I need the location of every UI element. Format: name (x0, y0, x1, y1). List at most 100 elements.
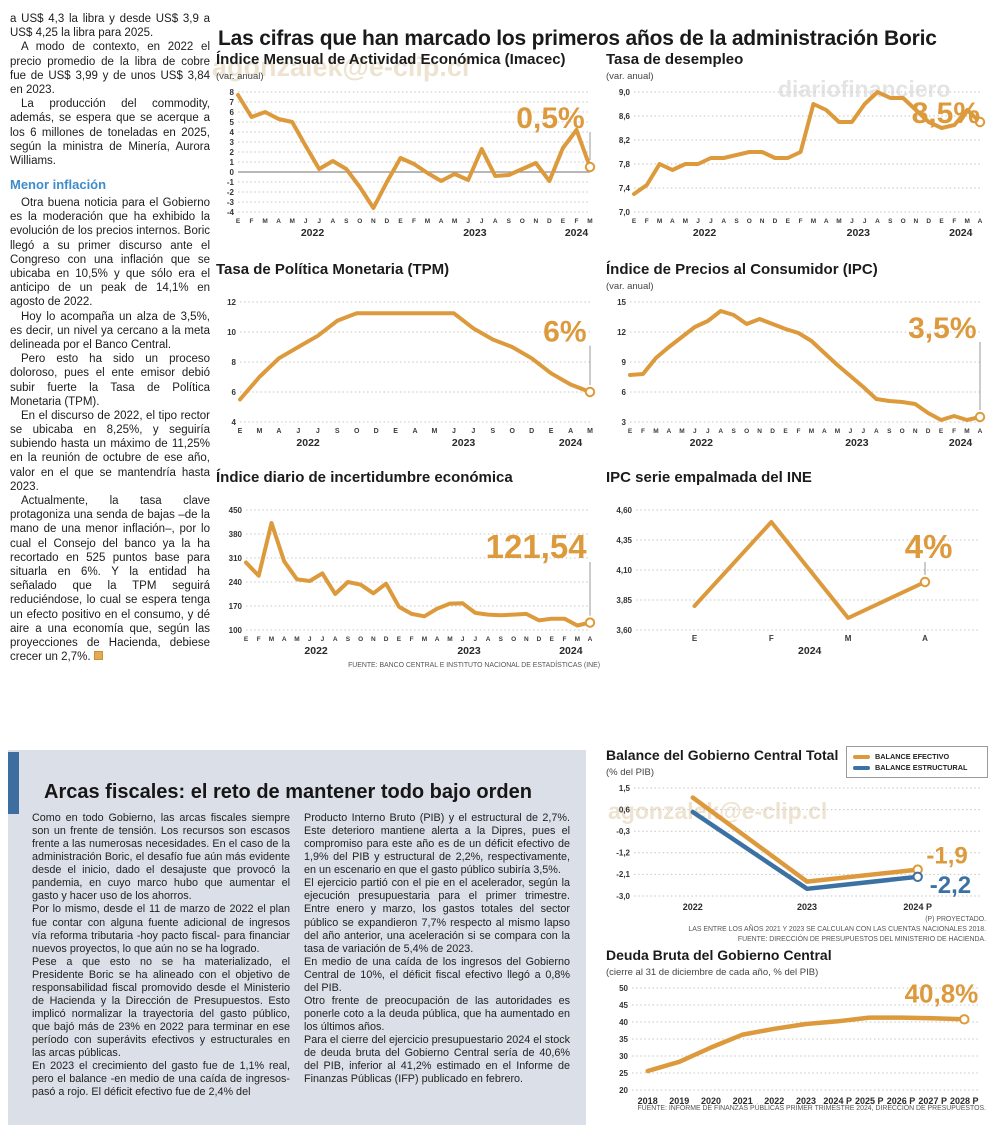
svg-text:30: 30 (619, 1052, 628, 1061)
svg-text:E: E (244, 636, 249, 643)
chart-deuda: Deuda Bruta del Gobierno Central (cierre… (606, 947, 988, 1112)
article-subhead: Menor inflación (10, 177, 107, 193)
svg-text:8: 8 (230, 88, 235, 97)
paragraph: Por lo mismo, desde el 11 de marzo de 20… (32, 903, 290, 955)
chart-incertidumbre-title: Índice diario de incertidumbre económica (216, 469, 513, 486)
svg-text:N: N (533, 218, 538, 225)
legend-item-efectivo: BALANCE EFECTIVO (853, 751, 981, 762)
svg-text:2024: 2024 (949, 227, 973, 239)
svg-text:9: 9 (622, 358, 627, 367)
svg-text:E: E (561, 218, 566, 225)
svg-text:1,5: 1,5 (619, 784, 631, 793)
svg-text:50: 50 (619, 984, 628, 993)
balance-footnote-cuentas: LAS ENTRE LOS AÑOS 2021 Y 2023 SE CALCUL… (688, 926, 986, 933)
svg-text:A: A (874, 428, 879, 435)
paragraph: En 2023 el crecimiento del gasto fue de … (32, 1060, 290, 1099)
svg-text:E: E (783, 428, 788, 435)
svg-text:8,2: 8,2 (619, 136, 631, 145)
chart-balance-plot: 1,5 0,6 -0,3 -1,2 -2,1 -3,0 2022 2023 2024 P -1,9… (606, 780, 988, 918)
svg-text:0,5%: 0,5% (516, 102, 584, 135)
chart-tpm-subtitle (216, 281, 600, 294)
svg-text:A: A (486, 636, 491, 643)
svg-text:M: M (964, 218, 969, 225)
svg-text:2023: 2023 (847, 227, 871, 239)
svg-text:S: S (734, 218, 739, 225)
chart-tpm-title: Tasa de Política Monetaria (TPM) (216, 261, 450, 278)
svg-text:7,8: 7,8 (619, 160, 631, 169)
chart-tpm-plot: 12 10 8 6 4 E M A J J S O D E A M J J S O D E A M 2022 2023 2024 6% (216, 294, 600, 452)
svg-text:6: 6 (622, 388, 627, 397)
svg-text:M: M (835, 428, 840, 435)
svg-text:-2: -2 (227, 188, 235, 197)
svg-text:A: A (435, 636, 440, 643)
svg-text:M: M (289, 218, 294, 225)
svg-text:J: J (849, 428, 853, 435)
svg-text:E: E (692, 634, 698, 643)
svg-text:J: J (316, 428, 320, 435)
chart-incertidumbre: Índice diario de incertidumbre económica… (216, 469, 600, 660)
svg-text:2022: 2022 (296, 437, 320, 449)
svg-text:40: 40 (619, 1018, 628, 1027)
svg-text:8,6: 8,6 (619, 112, 631, 121)
svg-text:D: D (926, 428, 931, 435)
chart-imacec-plot: 8 7 6 5 4 3 2 1 0 -1 -2 -3 -4 E F M A M J J A S O N D E F M A M J J A S O N… (216, 84, 600, 242)
svg-text:2024: 2024 (559, 437, 583, 449)
svg-text:S: S (490, 428, 495, 435)
svg-text:9,0: 9,0 (619, 88, 631, 97)
svg-text:-3: -3 (227, 198, 235, 207)
paragraph: La producción del commodity, además, se … (10, 98, 210, 167)
svg-text:E: E (939, 218, 944, 225)
svg-text:2022: 2022 (304, 645, 328, 657)
paragraph: Actualmente, la tasa clave protagoniza u… (10, 495, 210, 664)
svg-text:D: D (537, 636, 542, 643)
svg-text:E: E (939, 428, 944, 435)
svg-text:3,5%: 3,5% (908, 312, 976, 345)
svg-text:M: M (657, 218, 662, 225)
svg-text:A: A (439, 218, 444, 225)
svg-text:F: F (641, 428, 645, 435)
chart-desempleo: Tasa de desempleo (var. anual) 9,0 8,6 8,2… (606, 51, 988, 242)
svg-text:D: D (385, 218, 390, 225)
paragraph: Como en todo Gobierno, las arcas fiscale… (32, 812, 290, 903)
svg-text:J: J (861, 428, 865, 435)
chart-imacec-title: Índice Mensual de Actividad Económica (I… (216, 51, 566, 68)
chart-desempleo-plot: 9,0 8,6 8,2 7,8 7,4 7,0 E F M A M J J A S O N D E F M A M J J A S O… (606, 84, 988, 242)
svg-text:12: 12 (617, 328, 626, 337)
svg-text:-1,9: -1,9 (926, 843, 967, 870)
chart-balance-title: Balance del Gobierno Central Total (606, 747, 839, 763)
svg-text:45: 45 (619, 1001, 628, 1010)
svg-text:4: 4 (232, 418, 237, 427)
fiscal-section: Arcas fiscales: el reto de mantener todo… (8, 750, 586, 1125)
svg-text:4: 4 (230, 128, 235, 137)
chart-deuda-plot: 50 45 40 35 30 25 20 2018 2019 2020 2021 2022 2023 20… (606, 978, 988, 1112)
svg-text:M: M (452, 218, 457, 225)
svg-text:6%: 6% (543, 316, 586, 349)
svg-text:O: O (511, 636, 516, 643)
svg-text:J: J (317, 218, 321, 225)
svg-text:E: E (236, 218, 241, 225)
svg-text:-1: -1 (227, 178, 235, 187)
svg-text:M: M (587, 428, 593, 435)
svg-text:2023: 2023 (796, 1096, 816, 1106)
svg-text:40,8%: 40,8% (905, 978, 979, 1008)
svg-text:-3,0: -3,0 (616, 892, 630, 901)
fiscal-column-2: Producto Interno Bruto (PIB) y el estruc… (304, 812, 570, 1086)
svg-text:2022: 2022 (693, 227, 717, 239)
svg-text:M: M (575, 636, 580, 643)
svg-text:O: O (900, 428, 905, 435)
svg-text:8: 8 (232, 358, 237, 367)
svg-text:E: E (398, 218, 403, 225)
svg-text:E: E (786, 218, 791, 225)
legend-label-estructural: BALANCE ESTRUCTURAL (875, 763, 968, 772)
svg-text:450: 450 (229, 506, 243, 515)
svg-text:5: 5 (230, 118, 235, 127)
heading-accent-bar (8, 752, 19, 814)
chart-ipc: Índice de Precios al Consumidor (IPC) (v… (606, 261, 988, 452)
svg-text:E: E (397, 636, 402, 643)
svg-text:S: S (499, 636, 504, 643)
svg-text:J: J (473, 636, 477, 643)
svg-text:F: F (952, 428, 956, 435)
svg-text:S: S (732, 428, 737, 435)
